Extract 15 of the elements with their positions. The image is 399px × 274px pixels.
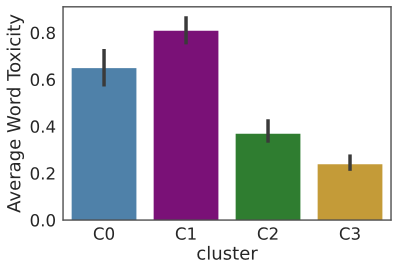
x-tick-label: C3 — [340, 227, 360, 240]
x-tick-label: C2 — [258, 227, 278, 240]
bar — [152, 30, 220, 220]
bar — [70, 67, 138, 220]
y-tick-label: 0.4 — [30, 120, 56, 133]
x-axis-title: cluster — [197, 246, 258, 260]
y-tick-label: 0.6 — [30, 73, 56, 86]
y-tick-label: 0.8 — [30, 26, 55, 40]
bar — [316, 163, 384, 220]
y-axis-title: Average Word Toxicity — [6, 14, 24, 213]
bar — [234, 132, 302, 220]
y-tick-label: 0.0 — [30, 214, 55, 227]
x-tick-label: C1 — [176, 227, 196, 240]
y-tick-label: 0.2 — [30, 167, 54, 180]
x-tick-label: C0 — [94, 227, 114, 240]
